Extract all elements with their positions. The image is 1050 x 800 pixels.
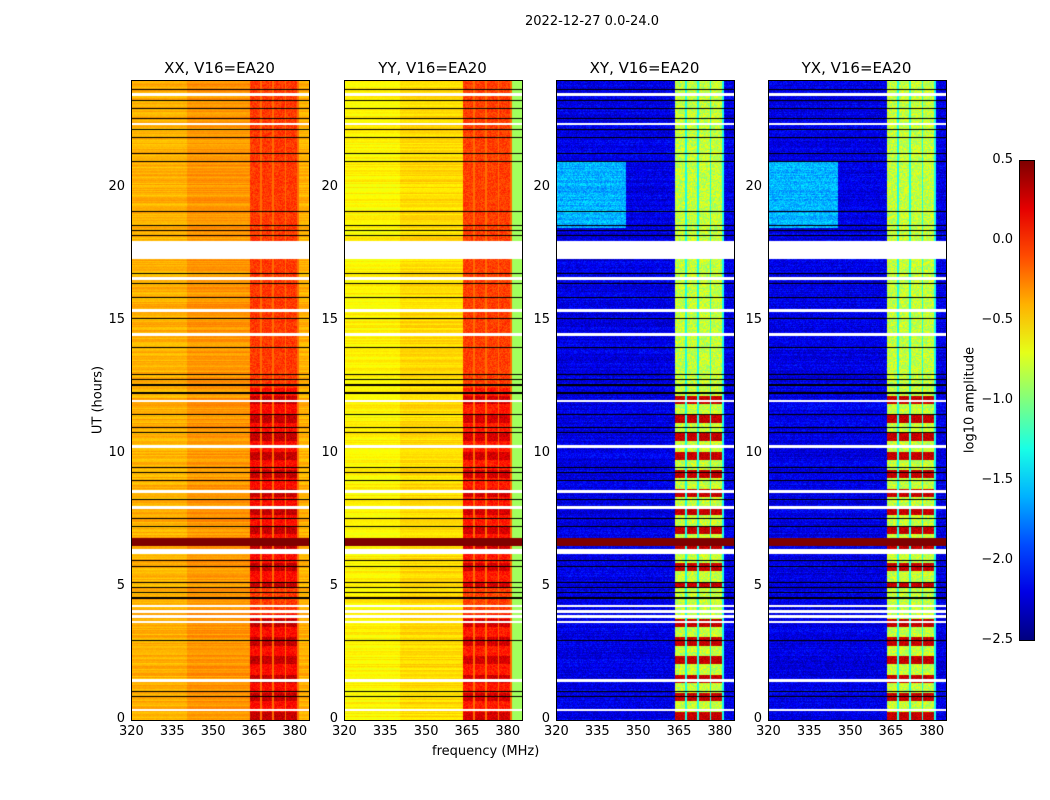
y-tick-label: 0 (116, 711, 125, 726)
y-tick-label: 5 (329, 577, 338, 593)
heatmap-panel (556, 80, 735, 721)
x-tick-label: 320 (756, 724, 781, 739)
y-tick-label: 20 (321, 178, 338, 194)
x-tick-label: 320 (544, 724, 569, 739)
x-axis-label: frequency (MHz) (432, 744, 540, 759)
y-tick-label: 0 (541, 711, 550, 726)
colorbar (1019, 160, 1035, 641)
figure-title: 2022-12-27 0.0-24.0 (525, 14, 659, 29)
heatmap-panel (768, 80, 947, 721)
colorbar-label-text: log10 amplitude (962, 346, 978, 454)
heatmap-cells (345, 81, 522, 720)
heatmap-panel (344, 80, 523, 721)
colorbar-tick-label: −1.5 (981, 472, 1013, 487)
x-tick-label: 365 (241, 724, 267, 739)
y-tick-label: 10 (108, 444, 125, 460)
x-tick-label: 365 (666, 724, 692, 739)
colorbar-tick-label: −1.0 (981, 392, 1013, 407)
y-tick-label: 15 (108, 311, 125, 327)
x-tick-label: 380 (919, 724, 945, 739)
x-tick-label: 365 (454, 724, 480, 739)
x-tick-label: 350 (413, 724, 439, 739)
y-tick-label: 10 (321, 444, 338, 460)
y-tick-label: 15 (745, 311, 762, 327)
x-tick-label: 320 (332, 724, 357, 739)
panel-title: XY, V16=EA20 (589, 59, 700, 77)
x-tick-label: 365 (878, 724, 904, 739)
y-tick-label: 20 (108, 178, 125, 194)
heatmap-cells (557, 81, 734, 720)
x-tick-label: 350 (200, 724, 226, 739)
y-tick-label: 20 (745, 178, 762, 194)
colorbar-tick-label: −2.0 (981, 552, 1013, 567)
x-tick-label: 380 (282, 724, 308, 739)
y-tick-label: 10 (745, 444, 762, 460)
panel-title: XX, V16=EA20 (164, 59, 275, 77)
x-tick-label: 335 (584, 724, 610, 739)
panel-title: YY, V16=EA20 (378, 59, 487, 77)
colorbar-tick-label: −2.5 (981, 632, 1013, 647)
heatmap-cells (769, 81, 946, 720)
y-axis-label: UT (hours) (90, 365, 106, 435)
y-tick-label: 0 (329, 711, 338, 726)
x-tick-label: 335 (372, 724, 398, 739)
y-tick-label: 5 (541, 577, 550, 593)
y-tick-label: 20 (533, 178, 550, 194)
x-tick-label: 335 (796, 724, 822, 739)
colorbar-tick-label: −0.5 (981, 312, 1013, 327)
colorbar-label: log10 amplitude (963, 347, 978, 453)
x-tick-label: 350 (625, 724, 651, 739)
heatmap-cells (132, 81, 309, 720)
colorbar-tick-label: 0.0 (992, 232, 1013, 247)
x-tick-label: 380 (495, 724, 521, 739)
panel-title: YX, V16=EA20 (801, 59, 912, 77)
heatmap-panel (131, 80, 310, 721)
x-tick-label: 350 (837, 724, 863, 739)
y-tick-label: 15 (533, 311, 550, 327)
x-tick-label: 335 (159, 724, 185, 739)
y-tick-label: 0 (753, 711, 762, 726)
y-tick-label: 5 (116, 577, 125, 593)
x-tick-label: 320 (119, 724, 144, 739)
y-tick-label: 10 (533, 444, 550, 460)
x-tick-label: 380 (707, 724, 733, 739)
y-tick-label: 15 (321, 311, 338, 327)
y-tick-label: 5 (753, 577, 762, 593)
colorbar-tick-label: 0.5 (992, 152, 1013, 167)
